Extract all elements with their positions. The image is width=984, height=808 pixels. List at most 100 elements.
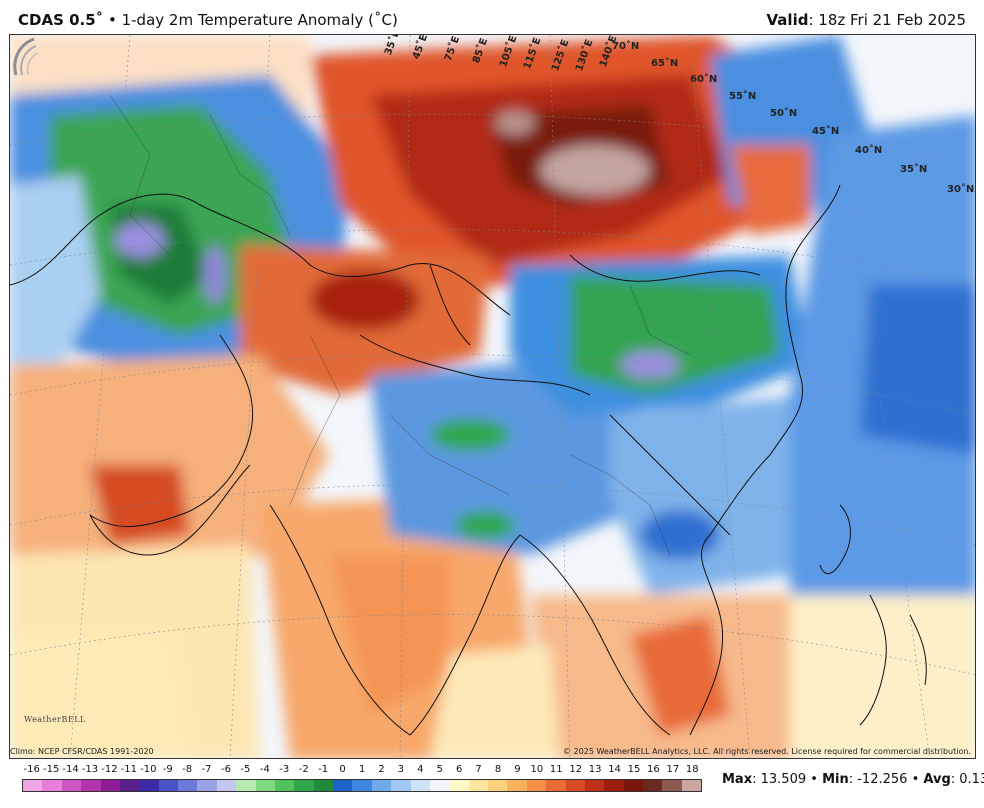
legend-tick-label: -15	[42, 764, 60, 775]
legend-swatch	[662, 780, 682, 791]
lat-label: 70˚N	[612, 41, 640, 52]
map-canvas	[10, 35, 975, 758]
legend-tick-label: -10	[140, 764, 157, 775]
borders	[10, 184, 927, 736]
legend-tick-label: -16	[23, 764, 40, 775]
legend-tick-label: 13	[588, 764, 602, 775]
legend-swatch	[294, 780, 314, 791]
legend-swatch	[352, 780, 372, 791]
avg-label: Avg	[923, 772, 951, 787]
logo-text: WeatherBELL	[24, 715, 86, 724]
lat-label: 65˚N	[651, 58, 679, 69]
legend-tick-label: 2	[378, 764, 385, 775]
stats-separator: •	[911, 772, 920, 787]
legend-swatch	[410, 780, 430, 791]
legend-swatch	[42, 780, 62, 791]
legend-swatch	[255, 780, 275, 791]
legend-swatch	[468, 780, 488, 791]
legend-tick-label: 10	[530, 764, 544, 775]
legend-tick-label: -12	[101, 764, 118, 775]
legend-swatch	[216, 780, 237, 791]
legend-tick-label: -7	[201, 764, 212, 775]
max-label: Max	[722, 772, 753, 787]
lat-label: 40˚N	[855, 145, 883, 156]
legend-tick-label: 3	[397, 764, 405, 775]
weatherbell-logo-icon	[13, 37, 39, 76]
copyright-note: © 2025 WeatherBELL Analytics, LLC. All r…	[563, 747, 971, 756]
map-title: CDAS 0.5˚ • 1-day 2m Temperature Anomaly…	[18, 11, 398, 29]
valid-time: Valid: 18z Fri 21 Feb 2025	[767, 11, 966, 29]
legend-swatch	[643, 780, 663, 791]
legend-tick-label: -3	[279, 764, 290, 775]
legend-swatch	[546, 780, 566, 791]
graticule	[10, 35, 975, 758]
legend-tick-label: -8	[182, 764, 193, 775]
legend-swatch	[158, 780, 178, 791]
color-legend: -16 -15 -14 -13 -12 -11 -10 -9 -8 -7 -6 -5 -4 -3 -2 -1 0…	[22, 764, 702, 804]
legend-tick-label: -13	[81, 764, 99, 775]
lat-label: 35˚N	[900, 164, 928, 175]
legend-tick-label: 0	[339, 764, 346, 775]
legend-swatch	[623, 780, 643, 791]
legend-swatch	[507, 780, 527, 791]
legend-swatch	[119, 780, 140, 791]
legend-swatch	[429, 780, 450, 791]
legend-swatch	[139, 780, 159, 791]
legend-swatch	[449, 780, 469, 791]
legend-tick-label: 4	[417, 764, 424, 775]
legend-swatch	[565, 780, 585, 791]
legend-swatch	[526, 780, 547, 791]
legend-tick-label: -11	[120, 764, 138, 775]
legend-swatch	[274, 780, 295, 791]
legend-tick-label: 15	[627, 764, 641, 775]
anomaly-field	[10, 35, 975, 758]
avg-value: : 0.133	[950, 772, 984, 787]
lat-label: 50˚N	[770, 108, 798, 119]
legend-tick-label: 12	[569, 764, 583, 775]
legend-swatch	[391, 780, 411, 791]
legend-swatch	[488, 780, 508, 791]
min-label: Min	[822, 772, 849, 787]
model-name: CDAS 0.5˚	[18, 11, 104, 29]
header: CDAS 0.5˚ • 1-day 2m Temperature Anomaly…	[0, 0, 984, 34]
lat-label: 60˚N	[690, 74, 718, 85]
legend-tick-label: 17	[666, 764, 680, 775]
legend-swatch	[61, 780, 82, 791]
legend-tick-label: -4	[259, 764, 270, 775]
legend-tick-label: -1	[318, 764, 329, 775]
title-separator: •	[107, 11, 117, 29]
climo-note: Climo: NCEP CFSR/CDAS 1991-2020	[10, 747, 154, 756]
legend-swatch	[313, 780, 333, 791]
legend-swatch	[81, 780, 101, 791]
legend-tick-label: 9	[514, 764, 521, 775]
legend-tick-labels: -16 -15 -14 -13 -12 -11 -10 -9 -8 -7 -6 -5 -4 -3 -2 -1 0…	[22, 764, 702, 778]
legend-swatch	[197, 780, 217, 791]
legend-color-bar	[22, 779, 702, 792]
legend-tick-label: 5	[436, 764, 443, 775]
lat-label: 30˚N	[947, 184, 975, 195]
legend-swatch	[100, 780, 120, 791]
legend-tick-label: 6	[455, 764, 463, 775]
legend-tick-label: -6	[221, 764, 231, 775]
legend-tick-label: 16	[647, 764, 660, 775]
legend-swatch	[333, 780, 353, 791]
legend-swatch	[23, 780, 43, 791]
legend-tick-label: -14	[62, 764, 79, 775]
max-value: : 13.509	[752, 772, 807, 787]
min-value: : -12.256	[848, 772, 908, 787]
legend-tick-label: -5	[240, 764, 251, 775]
stats-separator: •	[810, 772, 818, 787]
anomaly-map: 70˚N 65˚N 60˚N 55˚N 50˚N 45˚N 40˚N 35˚N …	[9, 34, 976, 759]
legend-swatch	[584, 780, 605, 791]
legend-tick-label: 18	[685, 764, 699, 775]
valid-label: Valid	[766, 11, 809, 29]
legend-swatch	[681, 780, 702, 791]
product-name: 1-day 2m Temperature Anomaly (˚C)	[121, 11, 398, 29]
legend-tick-label: 7	[475, 764, 482, 775]
legend-swatch	[178, 780, 198, 791]
legend-tick-label: -9	[162, 764, 173, 775]
lat-label: 55˚N	[729, 91, 757, 102]
admin-borders	[109, 94, 691, 556]
legend-swatch	[604, 780, 624, 791]
valid-value: : 18z Fri 21 Feb 2025	[808, 11, 966, 29]
